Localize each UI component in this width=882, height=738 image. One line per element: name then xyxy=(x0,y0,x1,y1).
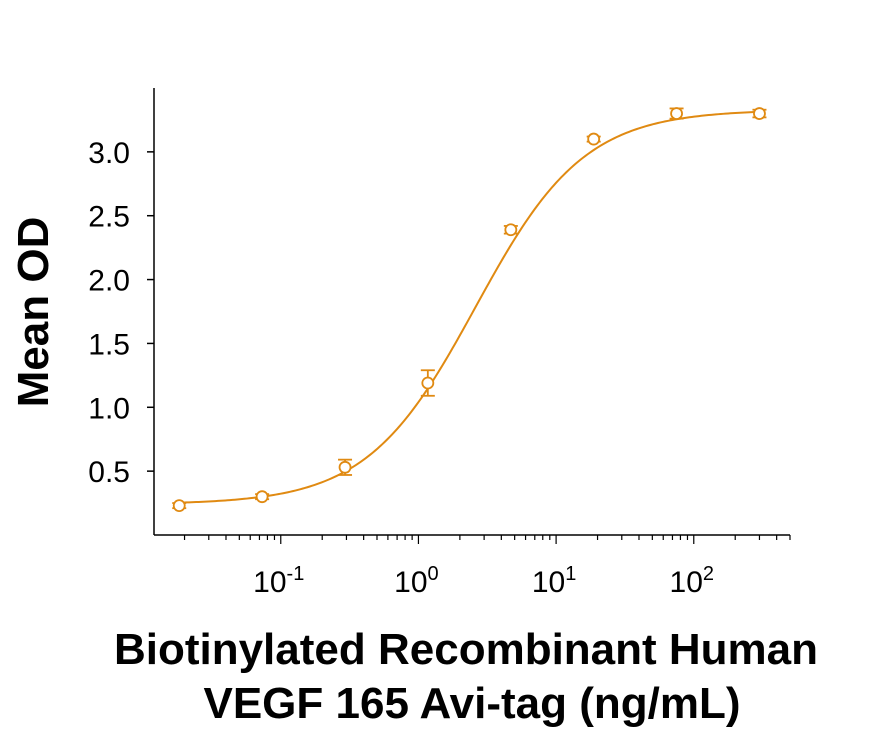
x-tick-label: 102 xyxy=(670,563,715,599)
y-tick-label: 2.0 xyxy=(88,265,130,298)
y-tick-label: 3.0 xyxy=(88,137,130,170)
data-marker xyxy=(338,460,352,474)
x-tick-label: 100 xyxy=(394,563,439,599)
x-axis-title-line-1: Biotinylated Recombinant Human xyxy=(114,625,818,674)
y-axis-title: Mean OD xyxy=(9,217,58,408)
data-marker xyxy=(421,376,435,390)
y-tick-label: 1.5 xyxy=(88,328,130,361)
axes xyxy=(147,88,791,544)
data-point xyxy=(503,223,518,237)
data-point xyxy=(586,132,601,146)
data-point xyxy=(420,369,435,397)
data-point xyxy=(752,107,767,120)
y-tick-label: 2.5 xyxy=(88,201,130,234)
tick-labels-layer: 0.5 1.0 1.5 2.0 2.5 3.0 10-1 100 101 102 xyxy=(88,137,714,599)
data-marker xyxy=(753,107,766,120)
data-point xyxy=(338,458,353,476)
data-point xyxy=(172,499,187,513)
data-marker xyxy=(172,499,186,513)
data-marker xyxy=(587,132,601,146)
x-axis-title-line-2: VEGF 165 Avi-tag (ng/mL) xyxy=(203,679,740,728)
fit-curve xyxy=(179,110,760,504)
x-tick-label: 10-1 xyxy=(253,563,304,599)
data-points-layer xyxy=(172,107,767,513)
data-marker xyxy=(670,107,683,120)
fit-curve-layer xyxy=(179,110,760,504)
data-marker xyxy=(504,223,518,237)
y-tick-label: 0.5 xyxy=(88,456,130,489)
data-marker xyxy=(255,490,269,504)
data-point xyxy=(255,490,270,504)
x-tick-label: 101 xyxy=(532,563,577,599)
data-point xyxy=(669,107,684,120)
y-tick-label: 1.0 xyxy=(88,392,130,425)
